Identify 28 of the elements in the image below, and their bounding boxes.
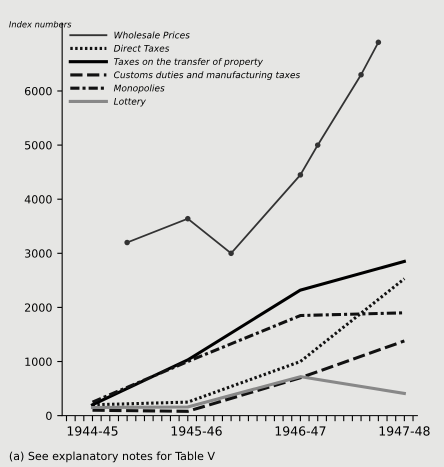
point: [314, 142, 321, 148]
legend-label: Wholesale Prices: [114, 31, 190, 38]
x-tick-label: 1947-48: [380, 426, 430, 436]
y-axis-title: Index numbers: [9, 21, 72, 28]
point: [185, 216, 191, 222]
y-tick-label: 2000: [24, 303, 52, 312]
point: [358, 72, 364, 78]
y-tick-label: 6000: [24, 86, 52, 96]
point: [228, 250, 234, 256]
y-tick-label: 1000: [25, 357, 52, 366]
line-series: [90, 375, 406, 410]
text: (a) See explanatory notes for Table V: [10, 452, 215, 462]
legend-label: Taxes on the transfer of property: [114, 58, 264, 67]
legend-label: Lottery: [114, 98, 146, 106]
y-tick-label: 4000: [24, 195, 52, 204]
x-tick-label: 1945-46: [172, 426, 222, 436]
x-tick-label: 1946-47: [276, 426, 326, 436]
x-tick-label: 1944-45: [68, 426, 118, 436]
legend-label: Direct Taxes: [114, 44, 170, 52]
point: [124, 240, 130, 246]
point: [376, 40, 382, 46]
y-tick-label: 0: [46, 412, 52, 420]
line-series: [90, 339, 406, 413]
legend-label: Customs duties and manufacturing taxes: [114, 71, 300, 80]
point: [298, 172, 304, 178]
y-tick-label: 5000: [25, 141, 52, 150]
y-tick-label: 3000: [25, 249, 52, 258]
legend-label: Monopolies: [114, 84, 165, 94]
